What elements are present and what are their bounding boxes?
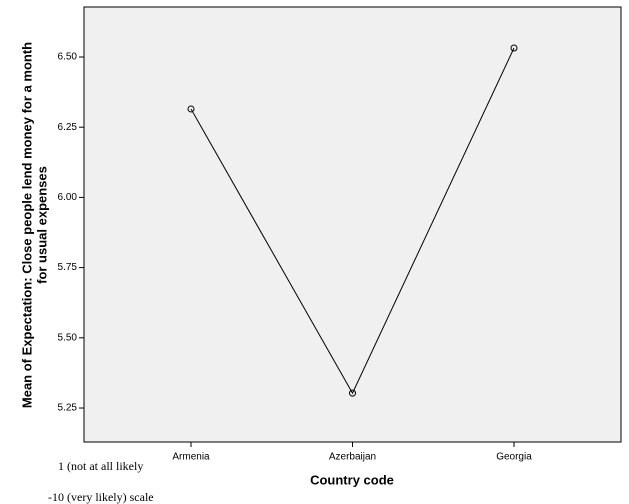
point — [510, 44, 518, 52]
y-tick-label: 6.00 — [58, 192, 78, 203]
y-tick-label: 5.25 — [58, 403, 78, 414]
x-tick-label: Azerbaijan — [329, 452, 376, 463]
x-axis-title: Country code — [310, 472, 394, 487]
line — [190, 47, 515, 395]
y-tick-label: 5.75 — [58, 262, 78, 273]
note: -10 (very likely) scale — [48, 490, 154, 504]
x-tick-label: Armenia — [172, 452, 210, 463]
plot-area — [83, 6, 622, 443]
y-tick-label: 6.25 — [58, 122, 78, 133]
note: 1 (not at all likely — [58, 459, 143, 473]
point — [349, 389, 356, 397]
y-tick-label: 5.50 — [58, 332, 78, 343]
y-axis-title: for usual expenses — [34, 166, 49, 284]
point — [187, 105, 195, 113]
y-axis-title: Mean of Expectation: Close people lend m… — [19, 42, 34, 408]
y-tick-label: 6.50 — [58, 52, 78, 63]
x-tick-label: Georgia — [496, 452, 532, 463]
